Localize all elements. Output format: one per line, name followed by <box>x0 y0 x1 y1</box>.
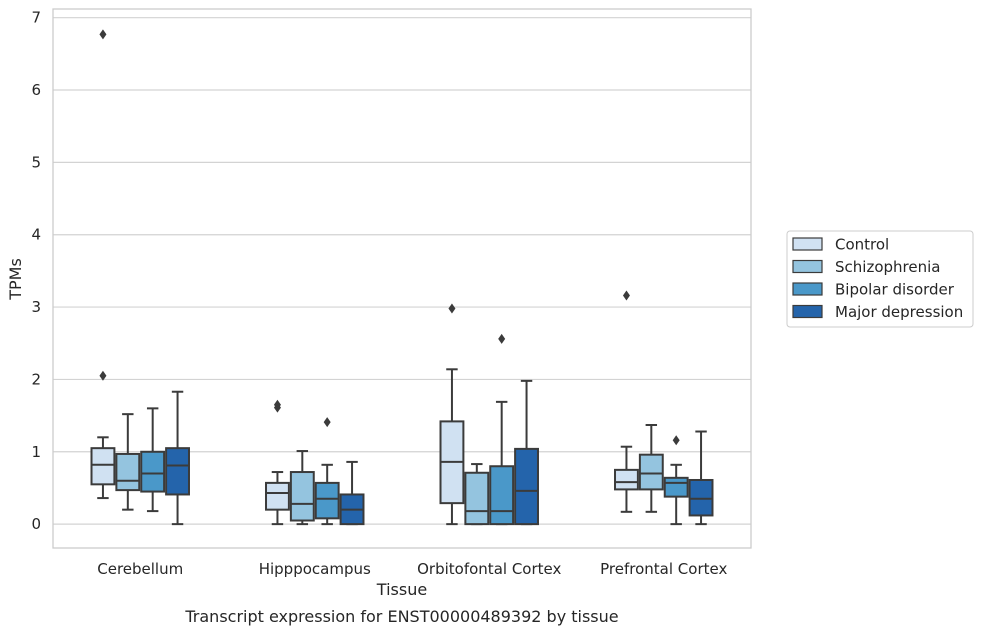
outlier-point <box>672 435 680 446</box>
box <box>115 452 141 492</box>
y-tick-label: 1 <box>31 443 41 461</box>
box <box>464 471 490 526</box>
box <box>289 471 315 522</box>
y-tick-label: 2 <box>31 370 41 388</box>
box <box>663 476 689 498</box>
outlier-point <box>99 370 107 381</box>
outlier-point <box>273 399 281 410</box>
y-tick-label: 5 <box>31 153 41 171</box>
figure-caption: Transcript expression for ENST0000048939… <box>184 607 618 626</box>
legend-swatch <box>792 304 823 319</box>
legend-swatch <box>792 237 823 251</box>
x-tick-label: Orbitofontal Cortex <box>417 560 561 578</box>
box <box>489 465 515 526</box>
x-tick-label: Hipppocampus <box>259 560 371 578</box>
legend-frame <box>786 230 974 328</box>
x-tick-label: Prefrontal Cortex <box>600 560 727 578</box>
box-group <box>265 399 365 526</box>
outlier-point <box>448 303 456 314</box>
box <box>614 468 639 491</box>
x-tick-label: Cerebellum <box>97 560 183 578</box>
plot-frame <box>52 8 752 549</box>
legend-label: Major depression <box>835 303 963 321</box>
legend: Control Schizophrenia Bipolar disorder Majo… <box>786 230 974 328</box>
x-tick-labels: Cerebellum Hipppocampus Orbitofontal Corte… <box>97 560 727 578</box>
box <box>638 453 664 491</box>
box <box>314 481 340 520</box>
x-axis-label: Tissue <box>376 580 427 599</box>
box <box>265 481 290 511</box>
box-groups <box>90 29 714 526</box>
legend-label: Schizophrenia <box>835 258 940 276</box>
y-tick-label: 4 <box>31 226 41 244</box>
y-tick-labels: 0 1 2 3 4 5 6 7 <box>31 9 41 533</box>
legend-label: Control <box>835 236 889 254</box>
legend-swatch <box>792 282 823 296</box>
y-tick-label: 6 <box>31 81 41 99</box>
y-tick-label: 3 <box>31 298 41 316</box>
y-axis-label: TPMs <box>6 258 25 301</box>
outlier-point <box>99 29 107 40</box>
box <box>90 447 116 486</box>
box <box>688 478 714 517</box>
box <box>514 447 539 526</box>
legend-label: Bipolar disorder <box>835 281 955 299</box>
y-tick-label: 0 <box>31 515 41 533</box>
box <box>140 450 166 493</box>
y-tick-label: 7 <box>31 9 41 27</box>
box-group <box>614 290 714 526</box>
box-group <box>439 303 539 526</box>
legend-swatch <box>792 259 823 274</box>
box-group <box>90 29 190 526</box>
outlier-point <box>323 417 331 428</box>
outlier-point <box>622 290 630 301</box>
outlier-point <box>498 333 506 344</box>
box <box>165 447 190 496</box>
